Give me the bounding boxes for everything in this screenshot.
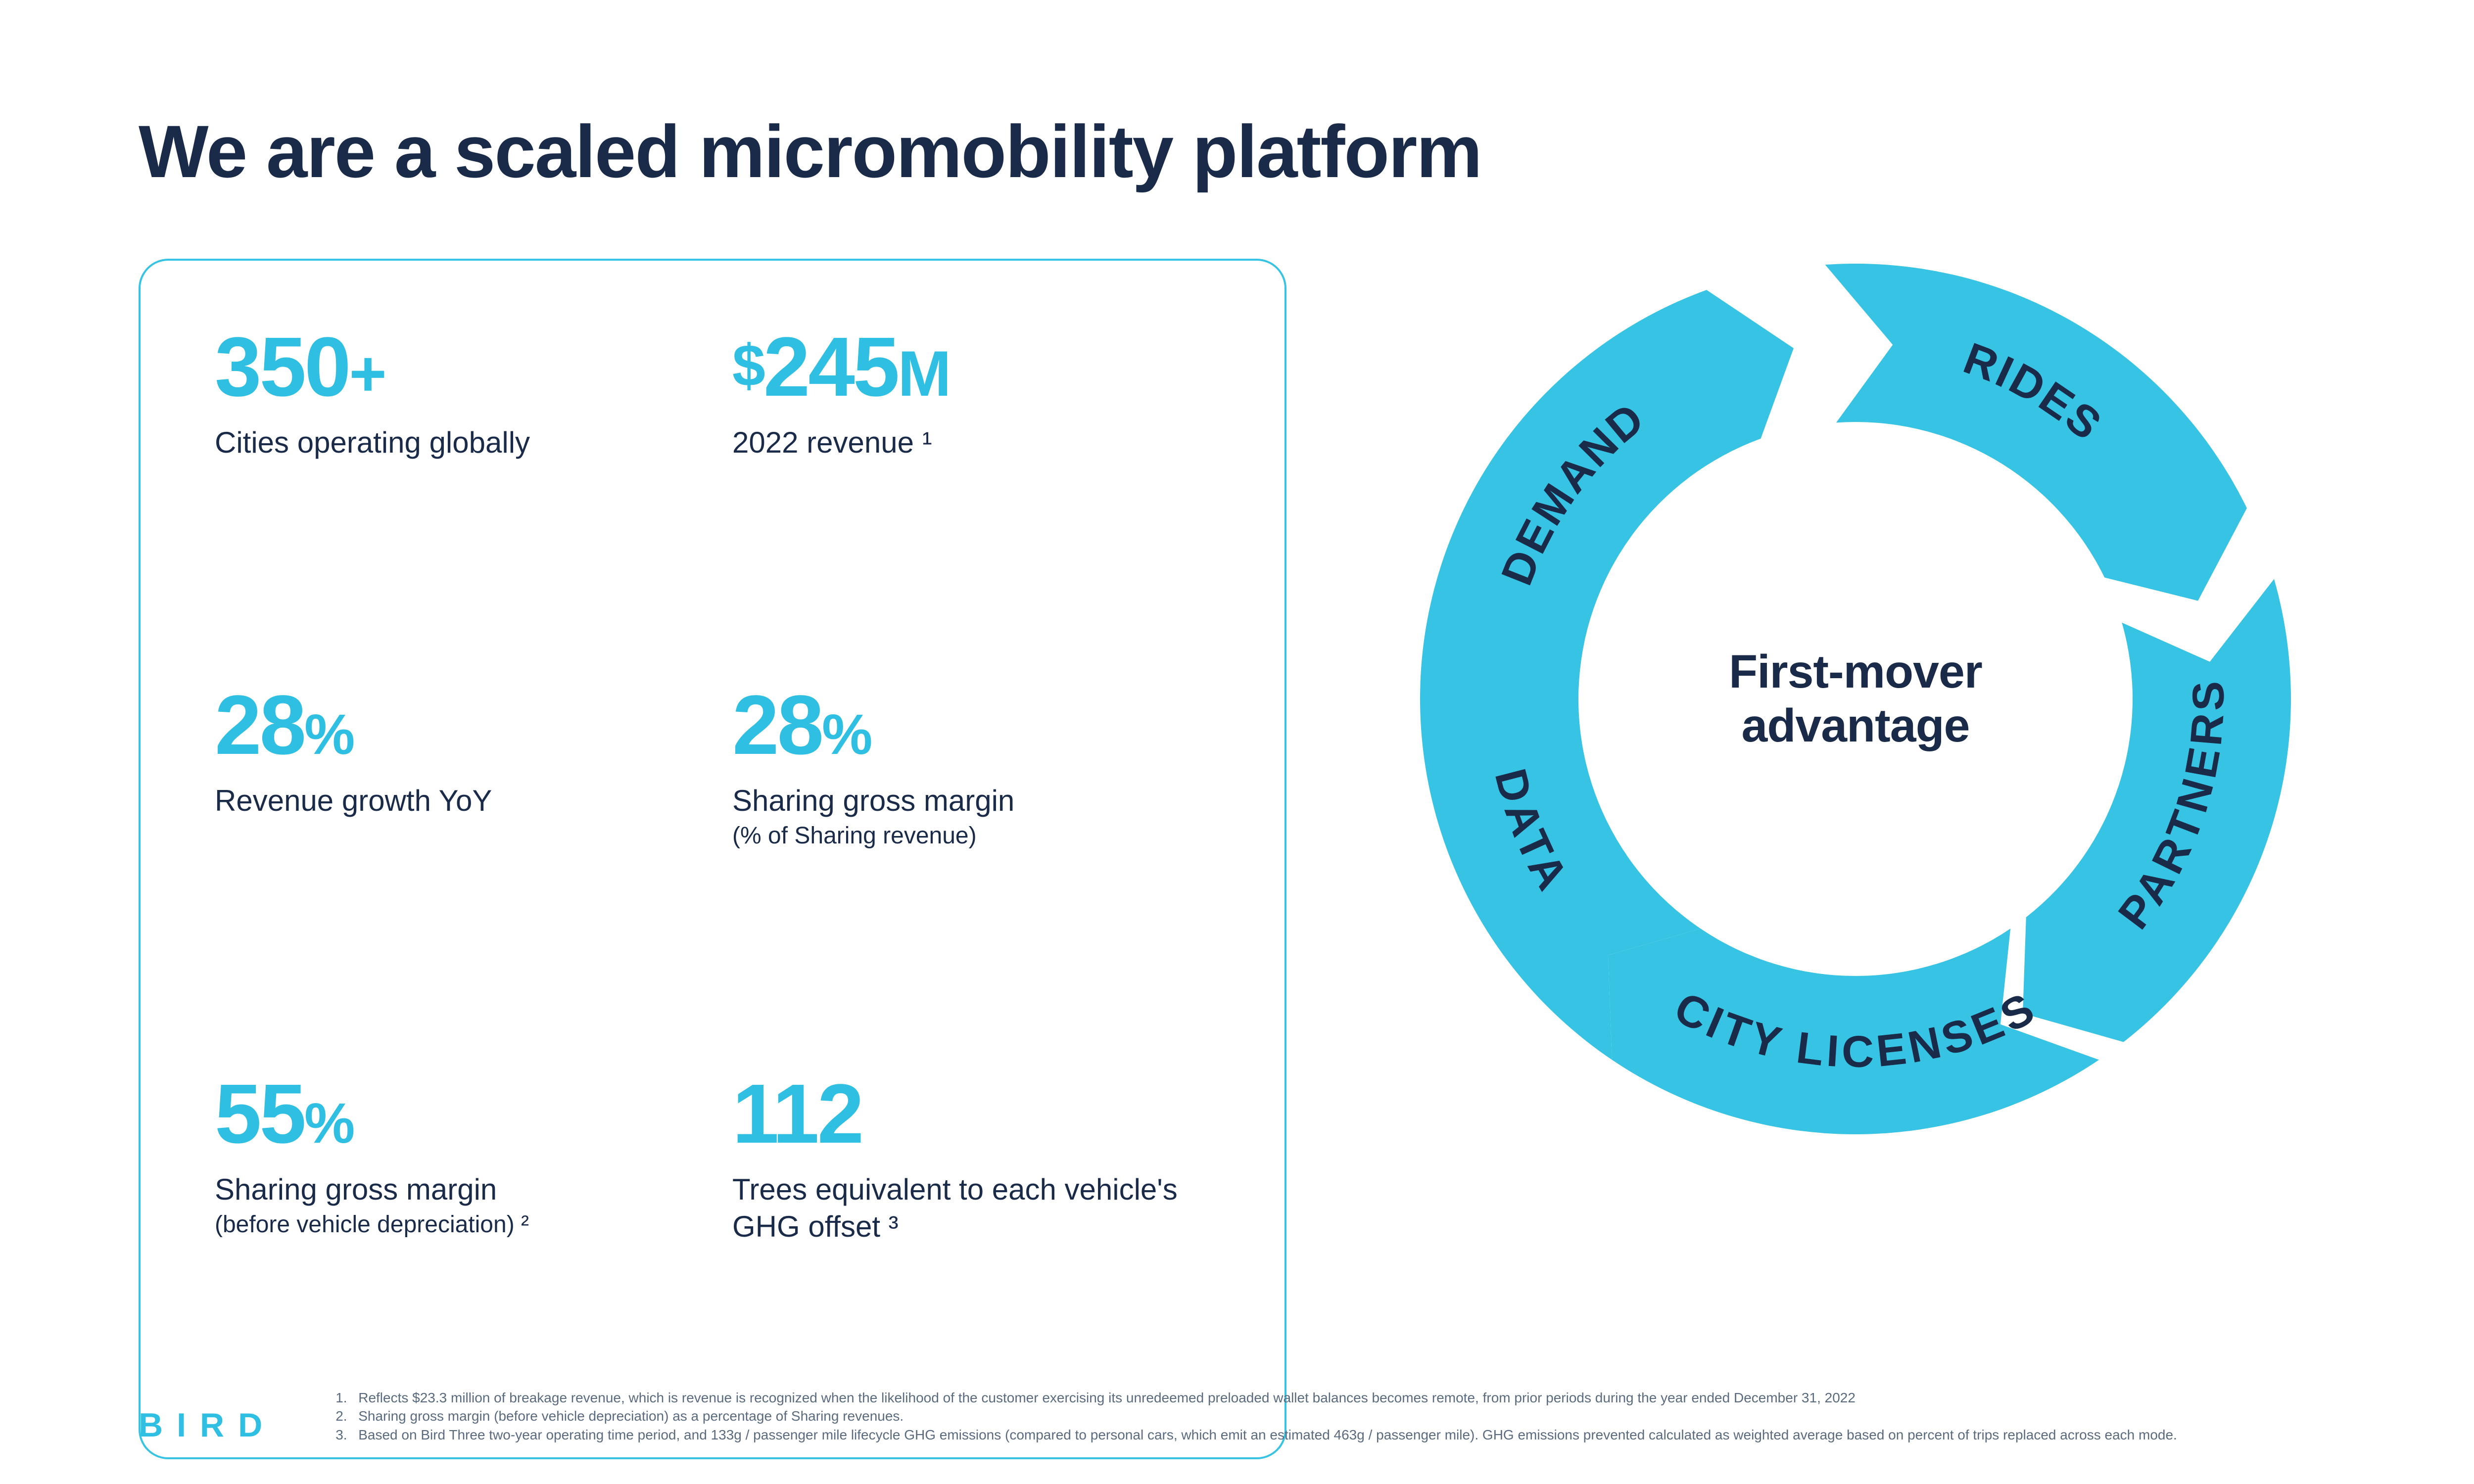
stat-label: Sharing gross margin <box>215 1171 693 1208</box>
stat-value: 28% <box>215 683 693 767</box>
stat-value: 28% <box>732 683 1210 767</box>
stat-3: 28% Sharing gross margin (% of Sharing rev… <box>732 683 1210 1012</box>
stat-sublabel: (before vehicle depreciation) ² <box>215 1211 693 1238</box>
stat-1: $245M 2022 revenue ¹ <box>732 325 1210 624</box>
stat-2: 28% Revenue growth YoY <box>215 683 693 1012</box>
content-row: 350+ Cities operating globally $245M 2022 r… <box>139 259 2474 1459</box>
slide-title: We are a scaled micromobility platform <box>139 109 2474 194</box>
brand-logo: BIRD <box>139 1406 276 1444</box>
slide-footer: BIRD 1.Reflects $23.3 million of breakag… <box>139 1389 2474 1444</box>
stat-label: Revenue growth YoY <box>215 782 693 819</box>
cycle-diagram: DEMANDRIDESPARTNERSCITY LICENSESDATA Fir… <box>1385 229 2326 1169</box>
footnotes: 1.Reflects $23.3 million of breakage rev… <box>335 1389 2416 1444</box>
stat-label: Trees equivalent to each vehicle's GHG o… <box>732 1171 1210 1245</box>
ring-segment-2 <box>2023 579 2291 1042</box>
stat-label: Sharing gross margin <box>732 782 1210 819</box>
cycle-center-line2: advantage <box>1742 699 1970 752</box>
stat-sublabel: (% of Sharing revenue) <box>732 822 1210 849</box>
footnote-1: 1.Reflects $23.3 million of breakage rev… <box>335 1389 2416 1407</box>
stat-value: 55% <box>215 1072 693 1156</box>
stat-5: 112 Trees equivalent to each vehicle's GH… <box>732 1072 1210 1408</box>
stats-box: 350+ Cities operating globally $245M 2022 r… <box>139 259 1286 1459</box>
stat-4: 55% Sharing gross margin (before vehicle d… <box>215 1072 693 1408</box>
stat-value: $245M <box>732 325 1210 409</box>
cycle-center-line1: First-mover <box>1729 646 1982 698</box>
stat-0: 350+ Cities operating globally <box>215 325 693 624</box>
stat-value: 350+ <box>215 325 693 409</box>
footnote-3: 3.Based on Bird Three two-year operating… <box>335 1426 2416 1444</box>
stat-label: Cities operating globally <box>215 424 693 461</box>
stat-value: 112 <box>732 1072 1210 1156</box>
footnote-2: 2.Sharing gross margin (before vehicle d… <box>335 1407 2416 1426</box>
ring-segment-1 <box>1825 264 2247 601</box>
slide: We are a scaled micromobility platform 3… <box>0 0 2474 1484</box>
stat-label: 2022 revenue ¹ <box>732 424 1210 461</box>
cycle-center-text: First-mover advantage <box>1729 645 1982 753</box>
